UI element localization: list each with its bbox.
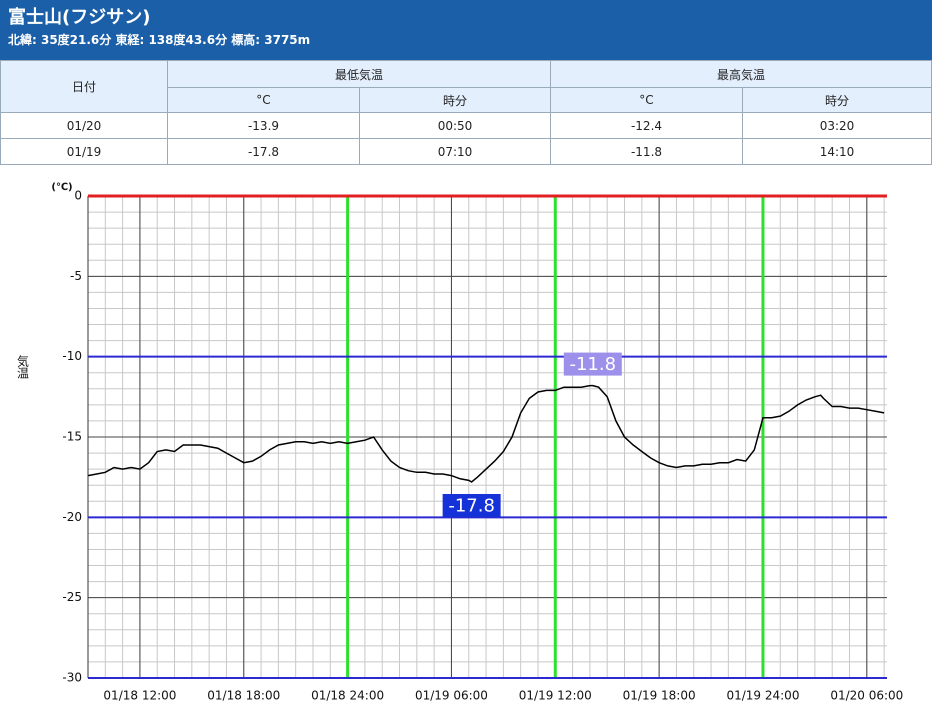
y-tick-label: 0 [74, 189, 82, 203]
y-tick-label: -20 [62, 510, 82, 524]
x-tick-label: 01/19 06:00 [415, 689, 488, 703]
row: 01/20 -13.9 00:50 -12.4 03:20 [0, 112, 932, 139]
annotation-box [442, 493, 501, 517]
cell: -13.9 [167, 112, 360, 139]
temperature-line [87, 384, 885, 483]
x-tick-label: 01/19 18:00 [623, 689, 696, 703]
cell: 14:10 [742, 138, 932, 165]
cell: -11.8 [550, 138, 743, 165]
header: 富士山(フジサン) 北緯: 35度21.6分 東経: 138度43.6分 標高:… [0, 0, 932, 60]
y-tick-label: -30 [62, 671, 82, 685]
x-tick-label: 01/18 24:00 [311, 689, 384, 703]
row: 01/19 -17.8 07:10 -11.8 14:10 [0, 138, 932, 165]
subtitle: 北緯: 35度21.6分 東経: 138度43.6分 標高: 3775m [8, 33, 311, 47]
th: °C [550, 87, 743, 113]
cell: 03:20 [742, 112, 932, 139]
cell: 00:50 [359, 112, 551, 139]
th: 時分 [359, 87, 551, 113]
x-tick-label: 01/19 12:00 [519, 689, 592, 703]
th: 時分 [742, 87, 932, 113]
y-unit: (℃) [51, 182, 72, 193]
cell: -17.8 [167, 138, 360, 165]
title: 富士山(フジサン) [8, 7, 151, 28]
cell: 01/19 [0, 138, 168, 165]
th: 最高気温 [550, 60, 932, 88]
y-tick-label: -10 [62, 349, 82, 363]
x-tick-label: 01/18 18:00 [207, 689, 280, 703]
chart: (℃) 気温 0 -5 -10 -15 -20 -25 -30 01/18 12:00 01/1… [16, 182, 904, 703]
y-tick-label: -25 [62, 590, 82, 604]
th: °C [167, 87, 360, 113]
th: 最低気温 [167, 60, 551, 88]
table: 日付 最低気温 最高気温 °C 時分 °C 時分 01/20 -13.9 00:50… [0, 60, 932, 165]
th: 日付 [0, 60, 168, 113]
annotation-label: -17.8 [448, 495, 495, 516]
x-tick-label: 01/18 12:00 [103, 689, 176, 703]
cell: -12.4 [550, 112, 743, 139]
annotation-box [563, 352, 622, 376]
x-tick-label: 01/20 06:00 [830, 689, 903, 703]
cell: 01/20 [0, 112, 168, 139]
y-tick-label: -15 [62, 430, 82, 444]
annotation-label: -11.8 [569, 354, 616, 375]
x-tick-label: 01/19 24:00 [726, 689, 799, 703]
y-tick-label: -5 [70, 269, 82, 283]
cell: 07:10 [359, 138, 551, 165]
y-axis-label: 気温 [16, 354, 30, 379]
